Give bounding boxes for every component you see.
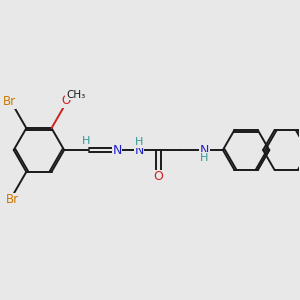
Text: H: H (200, 153, 209, 163)
Text: N: N (112, 143, 122, 157)
Text: H: H (135, 137, 143, 147)
Text: CH₃: CH₃ (66, 90, 85, 100)
Text: N: N (134, 143, 144, 157)
Text: N: N (200, 143, 209, 157)
Text: Br: Br (3, 95, 16, 108)
Text: Br: Br (6, 193, 19, 206)
Text: O: O (61, 94, 70, 107)
Text: H: H (82, 136, 90, 146)
Text: O: O (154, 170, 164, 184)
